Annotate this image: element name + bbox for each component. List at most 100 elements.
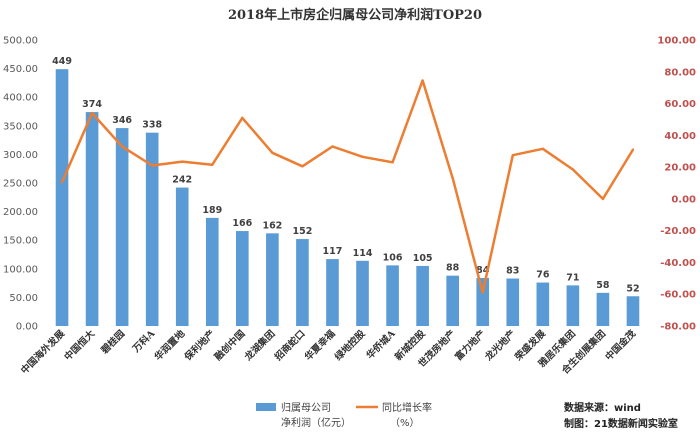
growth-point [120, 145, 124, 148]
right-tick-label: -80.00 [660, 322, 696, 333]
bar-value-label: 117 [323, 246, 343, 257]
bar-value-label: 88 [446, 263, 460, 274]
bar [175, 187, 189, 326]
right-tick-label: 40.00 [664, 131, 696, 142]
growth-point [90, 111, 94, 115]
right-tick-label: 60.00 [664, 99, 696, 110]
bar [596, 292, 610, 326]
left-tick-label: 0.00 [16, 322, 38, 333]
bar-value-label: 152 [293, 226, 313, 237]
growth-point [331, 145, 334, 148]
right-tick-label: -20.00 [660, 226, 696, 237]
bar-value-label: 166 [232, 218, 252, 229]
bar-value-label: 449 [52, 56, 72, 67]
category-label: 万科A [129, 327, 157, 355]
bar [115, 128, 129, 326]
left-tick-label: 250.00 [3, 179, 38, 190]
bar-value-label: 71 [566, 272, 579, 283]
growth-line-path [60, 79, 635, 294]
bar [236, 231, 249, 326]
bar-value-label: 76 [536, 270, 550, 281]
left-tick-label: 200.00 [3, 207, 38, 218]
bars [55, 69, 640, 327]
bar-value-label: 338 [142, 120, 162, 131]
growth-point [361, 155, 364, 158]
right-tick-label: 0.00 [671, 194, 696, 205]
bar [266, 233, 279, 326]
category-label: 华夏幸福 [302, 327, 338, 363]
bar-value-label: 374 [82, 99, 102, 110]
bar [356, 260, 369, 326]
category-label: 龙光地产 [482, 327, 518, 363]
category-label: 保利地产 [181, 327, 217, 363]
bar [506, 278, 520, 326]
bar [326, 259, 339, 326]
category-label: 中国海外发展 [18, 327, 67, 376]
legend-label-growth-line1: 同比增长率 [382, 401, 432, 414]
bar-value-label: 189 [202, 205, 222, 216]
credit-note: 制图：21数据新闻实验室 [564, 417, 678, 430]
growth-point [601, 197, 605, 201]
left-tick-label: 150.00 [3, 236, 38, 247]
bar [205, 217, 219, 326]
growth-point [511, 153, 514, 157]
bar [626, 296, 640, 326]
category-label: 富力地产 [452, 327, 488, 363]
left-tick-label: 300.00 [3, 150, 38, 161]
bar [536, 282, 550, 326]
bar [446, 275, 459, 326]
growth-point [451, 177, 454, 180]
bar [566, 285, 580, 326]
bar-value-label: 52 [626, 283, 639, 294]
legend-label-profit-line1: 归属母公司 [281, 401, 331, 414]
growth-point [241, 116, 244, 120]
bar-value-label: 83 [506, 266, 519, 277]
category-label: 中国恒大 [62, 327, 98, 363]
legend-label-profit-line2: 净利润（亿元） [281, 416, 351, 429]
bar-value-label: 106 [383, 252, 403, 263]
left-tick-label: 500.00 [3, 36, 38, 47]
category-label: 华润置地 [152, 327, 188, 363]
right-tick-label: -40.00 [660, 258, 696, 269]
bar [55, 69, 69, 326]
category-label: 融创中国 [212, 328, 247, 363]
growth-point [541, 147, 545, 151]
growth-point [391, 161, 394, 164]
growth-point [631, 148, 635, 151]
left-tick-label: 400.00 [3, 93, 38, 104]
left-tick-label: 50.00 [9, 293, 38, 304]
growth-point [301, 165, 304, 168]
right-axis: -80.00 -60.00 -40.00 -20.00 0.00 20.00 40.00 60… [657, 36, 696, 333]
bar-value-label: 162 [262, 220, 282, 231]
right-tick-label: 20.00 [664, 163, 696, 174]
left-axis: 0.00 50.00 100.00 150.00 200.00 250.00 300.00 3… [3, 36, 38, 333]
bar-value-label: 105 [413, 253, 433, 264]
legend-label-growth-line2: （%） [390, 417, 420, 429]
growth-point [60, 181, 64, 184]
right-tick-label: 100.00 [657, 36, 696, 47]
right-tick-label: 80.00 [664, 67, 696, 78]
left-tick-label: 450.00 [3, 64, 38, 75]
bar-value-label: 114 [353, 248, 373, 259]
category-label: 绿地控股 [332, 327, 368, 363]
bar-value-label: 242 [172, 175, 192, 186]
legend: 归属母公司 净利润（亿元） 同比增长率 （%） [256, 401, 432, 429]
category-label: 招商蛇口 [272, 328, 307, 363]
growth-point [150, 164, 154, 167]
legend-swatch-profit [256, 403, 276, 411]
bar-data-labels: 449 374 346 338 242 189 166 162 152 117 114 106 105 8… [52, 56, 639, 294]
category-label: 中国金茂 [603, 327, 639, 363]
bar-value-label: 346 [112, 115, 132, 126]
growth-point [421, 79, 424, 82]
right-tick-label: -60.00 [660, 290, 696, 301]
chart-title: 2018年上市房企归属母公司净利润TOP20 [228, 7, 482, 23]
growth-point [481, 291, 484, 294]
bar [386, 265, 399, 326]
category-label: 碧桂园 [98, 328, 127, 357]
growth-line [60, 79, 635, 294]
bar-value-label: 58 [596, 280, 610, 291]
source-note: 数据来源：wind [564, 401, 641, 414]
bar [296, 239, 309, 326]
